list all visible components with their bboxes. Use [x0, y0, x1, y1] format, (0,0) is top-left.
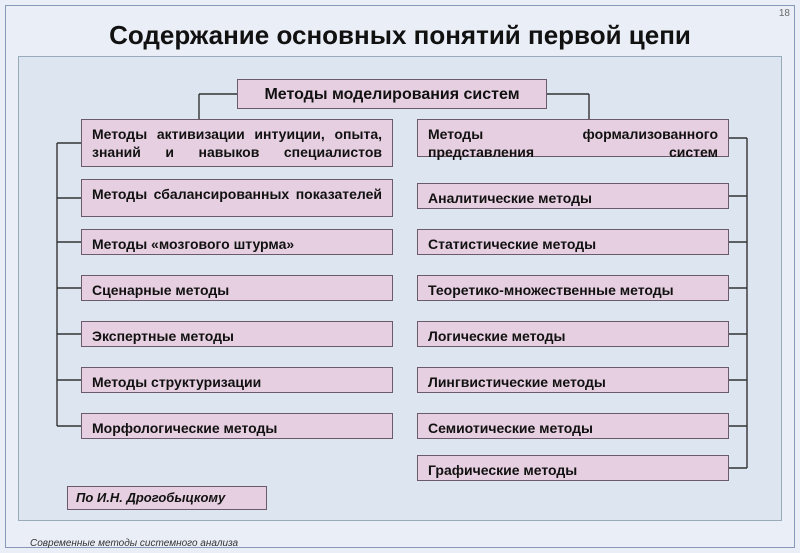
left-box-0: Методы активизации интуиции, опыта, знан… — [81, 119, 393, 167]
left-box-label-1: Методы сбалансированных показателей — [92, 186, 382, 202]
left-box-label-2: Методы «мозгового штурма» — [92, 236, 294, 252]
left-box-label-3: Сценарные методы — [92, 282, 229, 298]
right-box-1: Аналитические методы — [417, 183, 729, 209]
left-box-3: Сценарные методы — [81, 275, 393, 301]
right-box-label-3: Теоретико-множественные методы — [428, 282, 674, 298]
attribution-label: По И.Н. Дрогобыцкому — [76, 490, 225, 505]
right-box-2: Статистические методы — [417, 229, 729, 255]
left-box-2: Методы «мозгового штурма» — [81, 229, 393, 255]
right-box-label-4: Логические методы — [428, 328, 565, 344]
right-box-label-6: Семиотические методы — [428, 420, 593, 436]
page-title: Содержание основных понятий первой цепи — [0, 20, 800, 51]
right-box-6: Семиотические методы — [417, 413, 729, 439]
right-box-5: Лингвистические методы — [417, 367, 729, 393]
left-box-5: Методы структуризации — [81, 367, 393, 393]
root-box: Методы моделирования систем — [237, 79, 547, 109]
right-box-label-5: Лингвистические методы — [428, 374, 606, 390]
left-box-label-0: Методы активизации интуиции, опыта, знан… — [92, 126, 382, 160]
root-label: Методы моделирования систем — [264, 86, 519, 103]
left-box-label-6: Морфологические методы — [92, 420, 277, 436]
right-box-label-7: Графические методы — [428, 462, 577, 478]
left-box-4: Экспертные методы — [81, 321, 393, 347]
right-box-7: Графические методы — [417, 455, 729, 481]
footer-text: Современные методы системного анализа — [30, 538, 238, 549]
right-box-label-1: Аналитические методы — [428, 190, 592, 206]
right-box-label-0: Методы формализованного представления си… — [428, 126, 718, 160]
left-box-label-5: Методы структуризации — [92, 374, 261, 390]
left-box-1: Методы сбалансированных показателей — [81, 179, 393, 217]
left-box-label-4: Экспертные методы — [92, 328, 234, 344]
left-box-6: Морфологические методы — [81, 413, 393, 439]
right-box-label-2: Статистические методы — [428, 236, 596, 252]
attribution-box: По И.Н. Дрогобыцкому — [67, 486, 267, 510]
right-box-4: Логические методы — [417, 321, 729, 347]
content-panel: Методы моделирования систем Методы актив… — [18, 56, 782, 521]
page-number: 18 — [779, 8, 790, 19]
right-box-0: Методы формализованного представления си… — [417, 119, 729, 157]
right-box-3: Теоретико-множественные методы — [417, 275, 729, 301]
